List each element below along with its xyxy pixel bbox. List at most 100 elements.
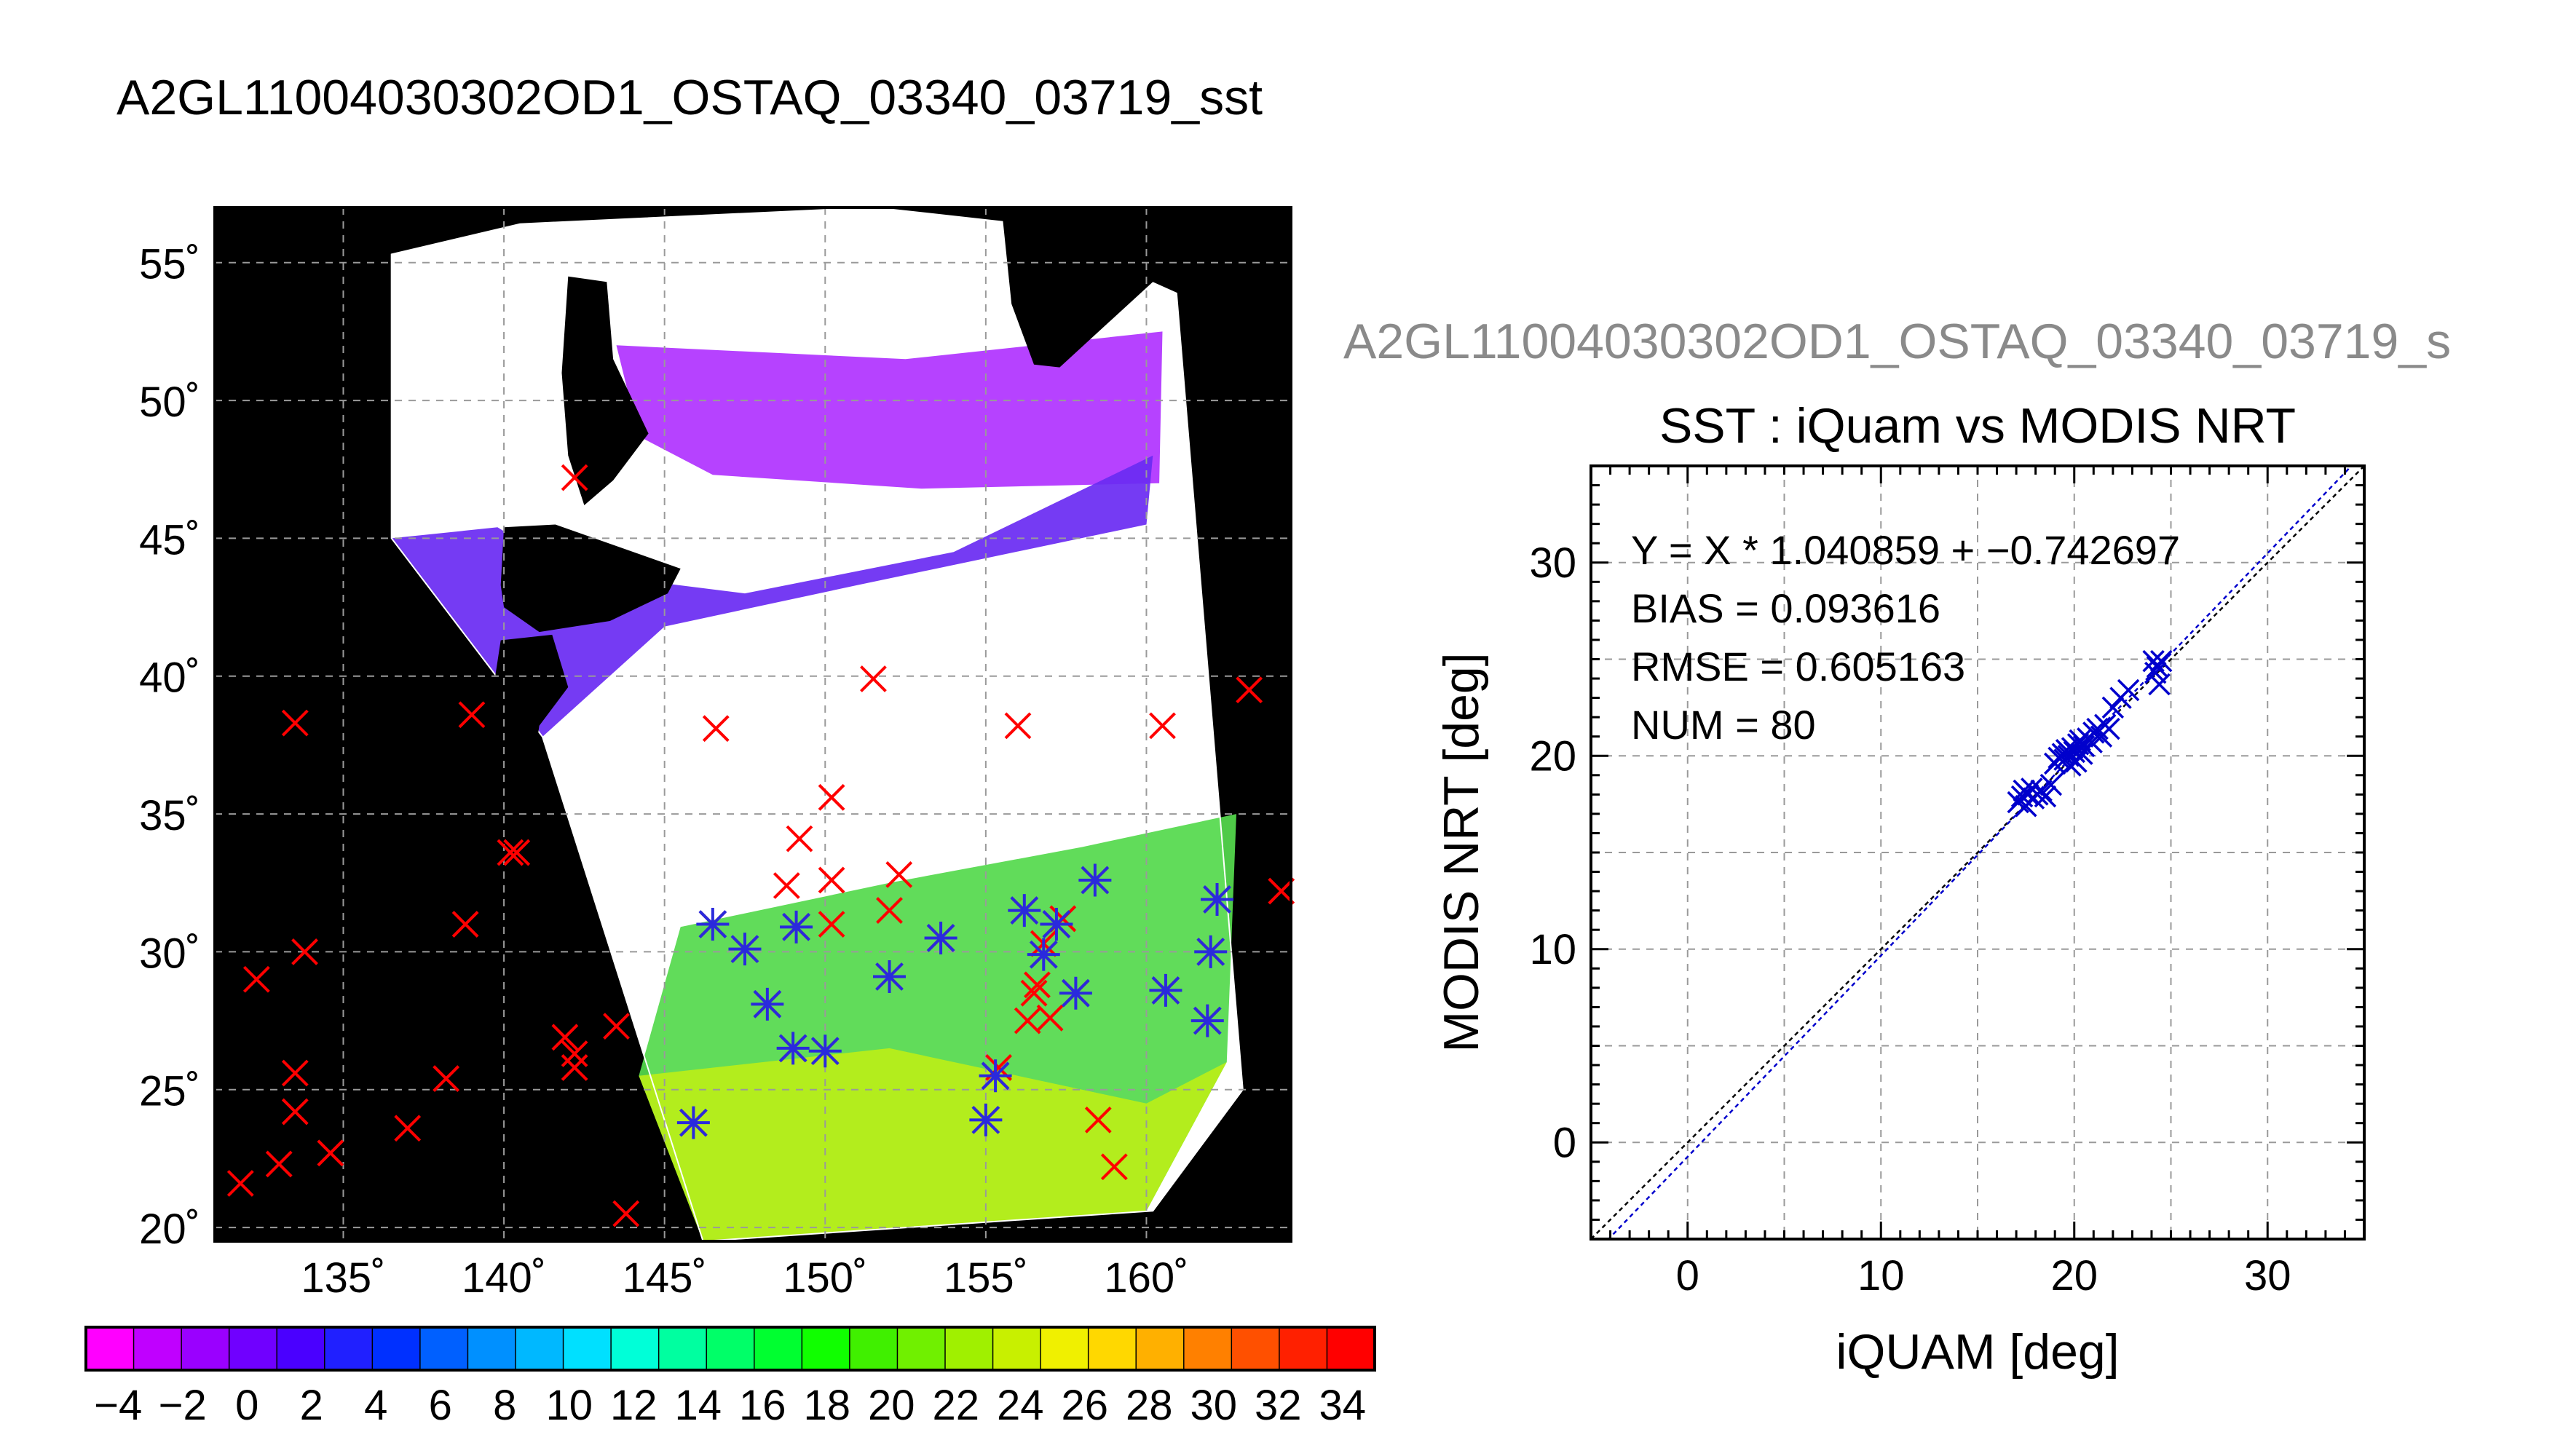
matchup-marker <box>728 933 762 966</box>
iquam-marker <box>281 1098 309 1125</box>
colorbar-segment <box>754 1327 802 1370</box>
iquam-marker <box>561 1054 588 1081</box>
matchup-marker <box>808 1034 842 1068</box>
colorbar-tick-label: 34 <box>1319 1382 1366 1429</box>
regression-stats: Y = X * 1.040859 + −0.742697 BIAS = 0.093… <box>1631 527 2180 748</box>
scatter-point <box>2117 678 2140 702</box>
scatter-x-tick-label: 20 <box>2050 1252 2098 1299</box>
colorbar-segment <box>706 1327 755 1370</box>
matchup-marker <box>1190 1004 1224 1037</box>
matchup-marker <box>1008 894 1041 927</box>
scatter-x-label: iQUAM [deg] <box>1836 1324 2119 1380</box>
lon-tick-label: 140˚ <box>462 1254 546 1302</box>
iquam-marker <box>281 709 309 737</box>
iquam-marker <box>291 938 318 965</box>
matchup-marker <box>1059 976 1092 1010</box>
lat-tick-label: 45˚ <box>139 516 200 563</box>
scatter-point <box>2149 649 2173 673</box>
matchup-marker <box>1149 973 1182 1007</box>
scatter-grid <box>1591 466 2364 1239</box>
iquam-marker <box>1149 712 1176 740</box>
lat-tick-label: 50˚ <box>139 379 200 426</box>
scatter-point <box>2146 655 2169 678</box>
colorbar-tick-label: 12 <box>610 1382 657 1429</box>
colorbar-tick-label: 26 <box>1061 1382 1108 1429</box>
iquam-marker <box>612 1200 640 1227</box>
scatter-x-tick-label: 0 <box>1676 1252 1699 1299</box>
land-honshu <box>343 634 569 855</box>
lat-tick-label: 30˚ <box>139 930 200 977</box>
scatter-point <box>2016 783 2039 806</box>
regression-stat: RMSE = 0.605163 <box>1631 644 1965 689</box>
colorbar-segment <box>133 1327 182 1370</box>
scatter-y-tick-label: 20 <box>1529 732 1576 780</box>
colorbar-segment <box>372 1327 421 1370</box>
colorbar-tick-label: 24 <box>997 1382 1044 1429</box>
lat-tick-label: 20˚ <box>139 1206 200 1253</box>
iquam-marker <box>503 839 531 866</box>
iquam-marker <box>773 872 800 899</box>
colorbar-segment <box>1088 1327 1137 1370</box>
iquam-marker <box>226 1170 254 1197</box>
scatter-ticks <box>1590 464 2366 1241</box>
iquam-marker <box>394 1115 422 1142</box>
colorbar-segment <box>419 1327 469 1370</box>
sst-region-subtropical-warm <box>639 1048 1227 1241</box>
sst-colorbar: −4 −2 0 2 4 6 8 10 12 14 16 18 20 22 24 26 28 30 32 34 <box>84 1326 1376 1429</box>
lon-tick-label: 150˚ <box>783 1254 867 1302</box>
colorbar-segment <box>992 1327 1041 1370</box>
land-hokkaido <box>500 524 681 633</box>
colorbar-tick-label: 14 <box>674 1382 722 1429</box>
matchup-marker <box>776 1032 810 1065</box>
lon-tick-label: 145˚ <box>623 1254 707 1302</box>
colorbar-tick-label: 28 <box>1126 1382 1173 1429</box>
scatter-file-title: A2GL11004030302OD1_OSTAQ_03340_03719_s <box>1343 314 2452 369</box>
colorbar-tick-label: −4 <box>94 1382 142 1429</box>
iquam-marker <box>1084 1106 1112 1133</box>
matchup-marker <box>979 1059 1012 1093</box>
colorbar-segment <box>181 1327 230 1370</box>
colorbar-segment <box>1279 1327 1328 1370</box>
iquam-marker <box>818 866 845 894</box>
scatter-point <box>2030 779 2053 802</box>
colorbar-segment <box>802 1327 850 1370</box>
colorbar-segment <box>229 1327 277 1370</box>
colorbar-segment <box>945 1327 994 1370</box>
lat-tick-label: 55˚ <box>139 241 200 288</box>
iquam-marker <box>433 1065 460 1093</box>
iquam-marker <box>818 783 845 811</box>
matchup-marker <box>1201 882 1234 916</box>
colorbar-segment <box>467 1327 516 1370</box>
lon-tick-label: 160˚ <box>1104 1254 1188 1302</box>
iquam-marker <box>885 860 913 888</box>
colorbar-segment <box>563 1327 612 1370</box>
map-markers <box>226 464 1295 1227</box>
colorbar-segment <box>897 1327 946 1370</box>
land-kamchatka <box>1001 207 1291 368</box>
regression-stat: NUM = 80 <box>1631 702 1816 748</box>
iquam-marker <box>458 701 486 729</box>
colorbar-segment <box>611 1327 660 1370</box>
iquam-marker <box>1036 1004 1064 1032</box>
iquam-marker <box>1004 712 1032 740</box>
iquam-marker <box>1014 1007 1041 1034</box>
scatter-y-tick-label: 30 <box>1529 539 1576 587</box>
lat-tick-label: 35˚ <box>139 792 200 839</box>
scatter-point <box>2101 696 2125 719</box>
lat-tick-label: 40˚ <box>139 654 200 702</box>
iquam-marker <box>1024 971 1051 999</box>
lon-tick-label: 155˚ <box>944 1254 1028 1302</box>
iquam-marker <box>1236 676 1263 704</box>
scatter-point <box>2071 743 2093 765</box>
iquam-marker <box>317 1139 344 1167</box>
identity-line <box>1591 466 2364 1239</box>
colorbar-tick-label: 30 <box>1190 1382 1237 1429</box>
scatter-x-tick-label: 10 <box>1857 1252 1905 1299</box>
colorbar-segment <box>1183 1327 1232 1370</box>
matchup-marker <box>873 960 907 993</box>
scatter-tick-labels: 0 10 20 30 0 10 20 30 <box>1529 539 2291 1299</box>
colorbar-segment <box>1136 1327 1185 1370</box>
sst-region-okhotsk-cold <box>616 331 1163 489</box>
scatter-point <box>2055 739 2078 761</box>
colorbar-segment <box>1040 1327 1089 1370</box>
